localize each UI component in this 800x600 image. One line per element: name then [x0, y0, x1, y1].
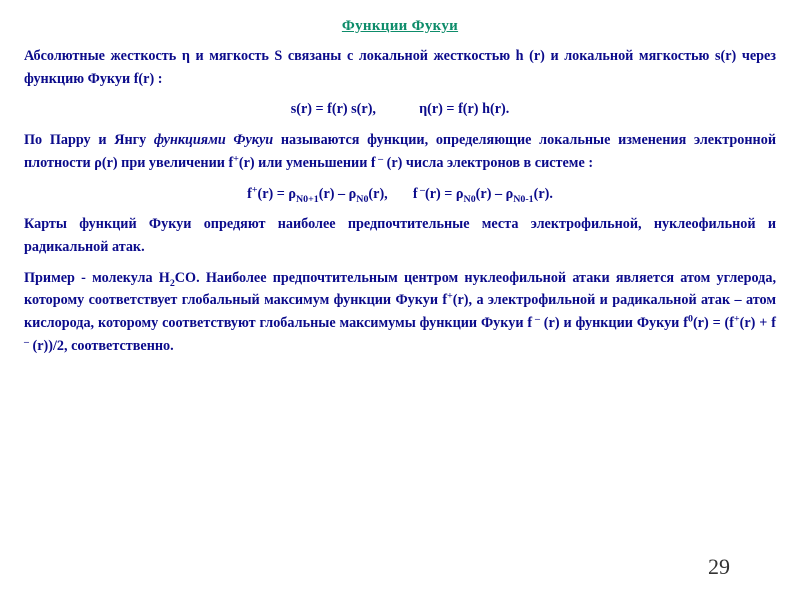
- symbol-eta: η: [419, 101, 427, 117]
- sub: N0-1: [513, 193, 533, 204]
- page-number: 29: [708, 554, 730, 580]
- text: (r))/2, соответственно.: [29, 338, 174, 354]
- eq: (r) – ρ: [476, 186, 514, 202]
- page-title: Функции Фукуи: [24, 18, 776, 35]
- text: (r) и функции Фукуи f: [540, 315, 688, 331]
- sup-minus: –: [418, 184, 425, 195]
- eq: (r).: [534, 186, 553, 202]
- symbol-eta: η: [182, 48, 190, 64]
- text: Пример - молекула H: [24, 270, 170, 286]
- equation-1: s(r) = f(r) s(r), η(r) = f(r) h(r).: [24, 98, 776, 121]
- eq: (r) = ρ: [257, 186, 296, 202]
- text: (r) = (f: [693, 315, 734, 331]
- text: (r) или уменьшении f: [239, 155, 376, 171]
- sub: N0+1: [296, 193, 319, 204]
- eq-left: s(r) = f(r) s(r),: [291, 101, 376, 117]
- text: Абсолютные жесткость: [24, 48, 182, 64]
- sub: N0: [356, 193, 368, 204]
- paragraph-intro: Абсолютные жесткость η и мягкость S связ…: [24, 45, 776, 90]
- equation-2: f+(r) = ρN0+1(r) – ρN0(r), f –(r) = ρN0(…: [24, 183, 776, 206]
- sup-minus: –: [376, 153, 383, 164]
- eq-right: (r) = f(r) h(r).: [427, 101, 509, 117]
- text: (r) числа электронов в системе :: [383, 155, 593, 171]
- paragraph-example: Пример - молекула H2CO. Наиболее предпоч…: [24, 267, 776, 358]
- sup-minus: –: [532, 313, 540, 324]
- slide-page: Функции Фукуи Абсолютные жесткость η и м…: [0, 0, 800, 600]
- eq: (r),: [368, 186, 387, 202]
- paragraph-definition: По Парру и Янгу функциями Фукуи называют…: [24, 129, 776, 174]
- term-italic: функциями Фукуи: [154, 132, 273, 148]
- text: По Парру и Янгу: [24, 132, 154, 148]
- eq: (r) = ρ: [425, 186, 464, 202]
- eq: (r) – ρ: [319, 186, 357, 202]
- text: (r) + f: [740, 315, 776, 331]
- sub: N0: [464, 193, 476, 204]
- paragraph-maps: Карты функций Фукуи опредяют наиболее пр…: [24, 213, 776, 258]
